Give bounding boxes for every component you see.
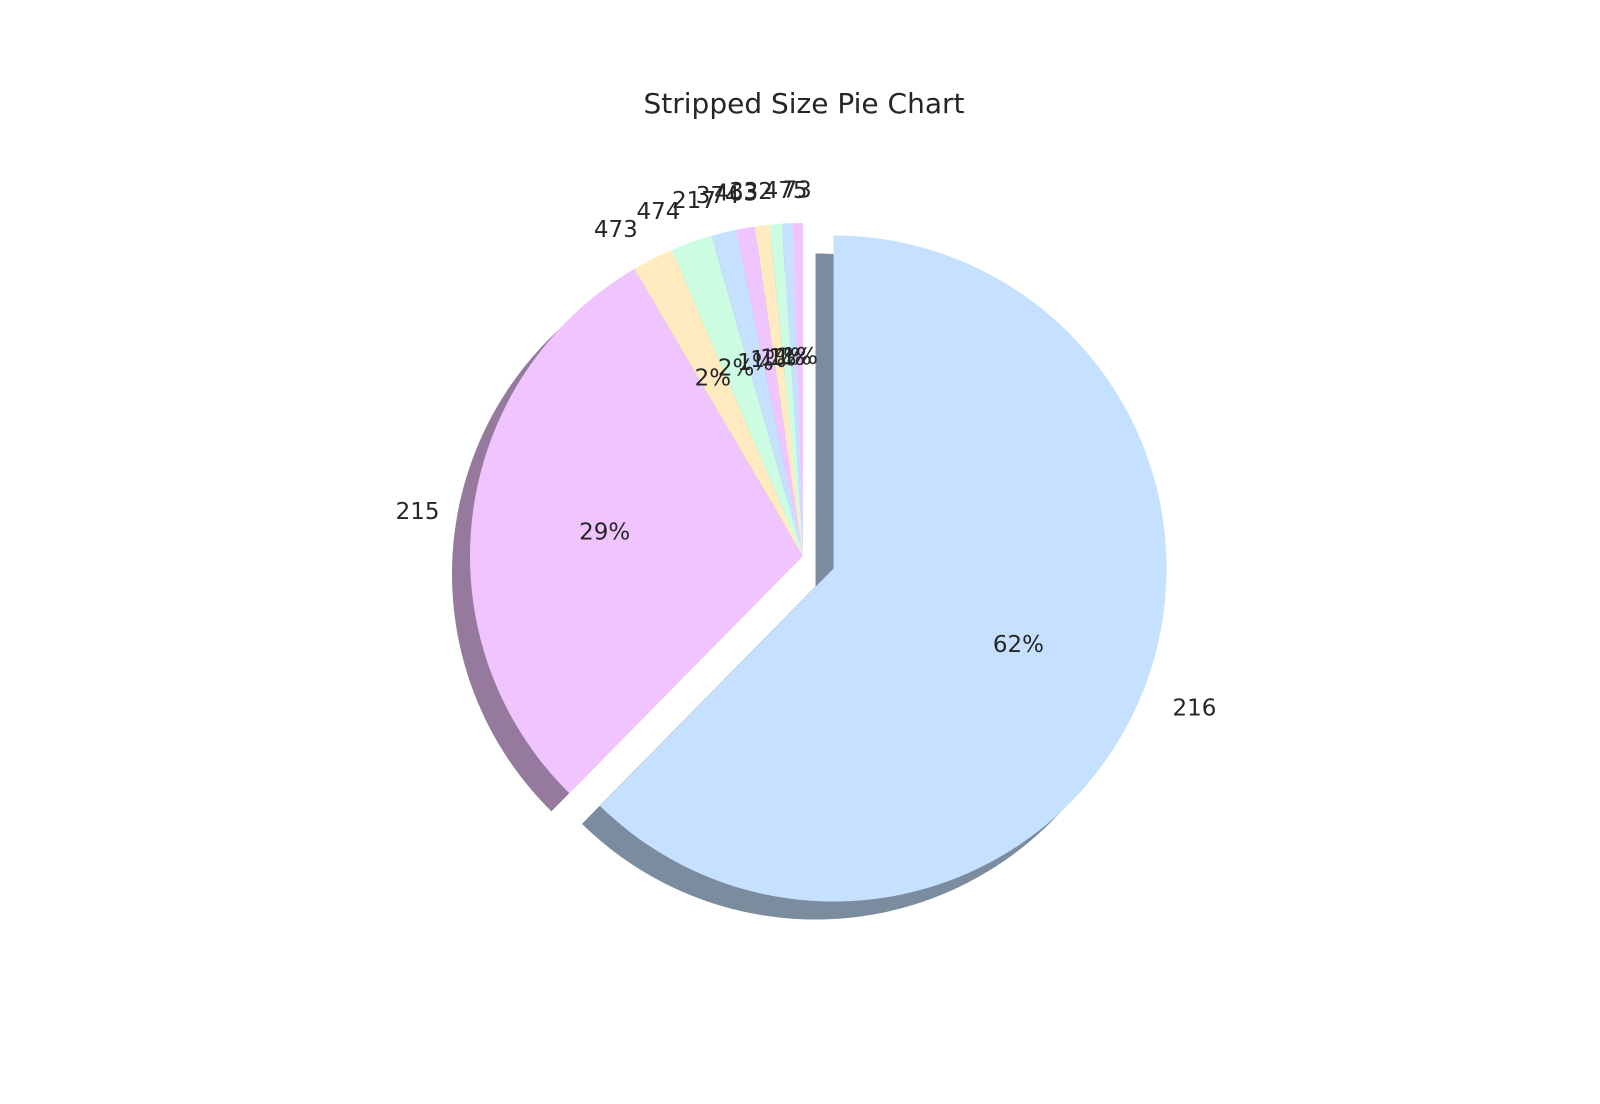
pie-slice-215 — [470, 268, 803, 794]
slice-label-473: 473 — [594, 217, 638, 243]
slice-pct-label-332: 1% — [768, 345, 805, 371]
slice-pct-label-215: 29% — [579, 519, 630, 545]
slice-pct-label-374: 1% — [750, 347, 787, 373]
pie-slice-374 — [736, 226, 803, 556]
slice-label-216: 216 — [1173, 695, 1217, 721]
slice-label-474: 474 — [636, 199, 680, 225]
pie-slice-layer — [470, 223, 1167, 902]
pie-slice-473 — [634, 249, 803, 556]
slice-pct-label-474: 2% — [718, 356, 755, 382]
slice-label-217: 217 — [672, 188, 716, 214]
slice-label-332: 332 — [729, 179, 773, 205]
slice-pct-label-473: 2% — [695, 366, 732, 392]
pie-slice-332 — [769, 223, 803, 557]
slice-label-215: 215 — [396, 499, 440, 525]
slice-pct-label-217: 1% — [737, 350, 774, 376]
slice-label-73: 73 — [783, 178, 812, 204]
slice-pct-label-73: 1% — [782, 344, 819, 370]
slice-label-463: 463 — [714, 181, 758, 207]
pie-slice-474 — [671, 235, 803, 557]
pie-slice-216 — [599, 235, 1167, 902]
pie-slice-463 — [754, 224, 803, 556]
slice-label-374: 374 — [696, 183, 740, 209]
slice-pct-label-216: 62% — [993, 632, 1044, 658]
pie-label-layer: 216 62% 215 29% 473 2% 474 2% 217 1% 374 1% 463 1% 332… — [396, 178, 1217, 722]
slice-pct-label-475: 1% — [775, 344, 812, 370]
pie-slice-73 — [792, 223, 803, 556]
slice-pct-label-463: 1% — [760, 346, 797, 372]
pie-slice-217 — [711, 229, 803, 557]
chart-title: Stripped Size Pie Chart — [644, 87, 965, 120]
pie-slice-475 — [781, 223, 803, 557]
slice-label-475: 475 — [764, 178, 808, 204]
